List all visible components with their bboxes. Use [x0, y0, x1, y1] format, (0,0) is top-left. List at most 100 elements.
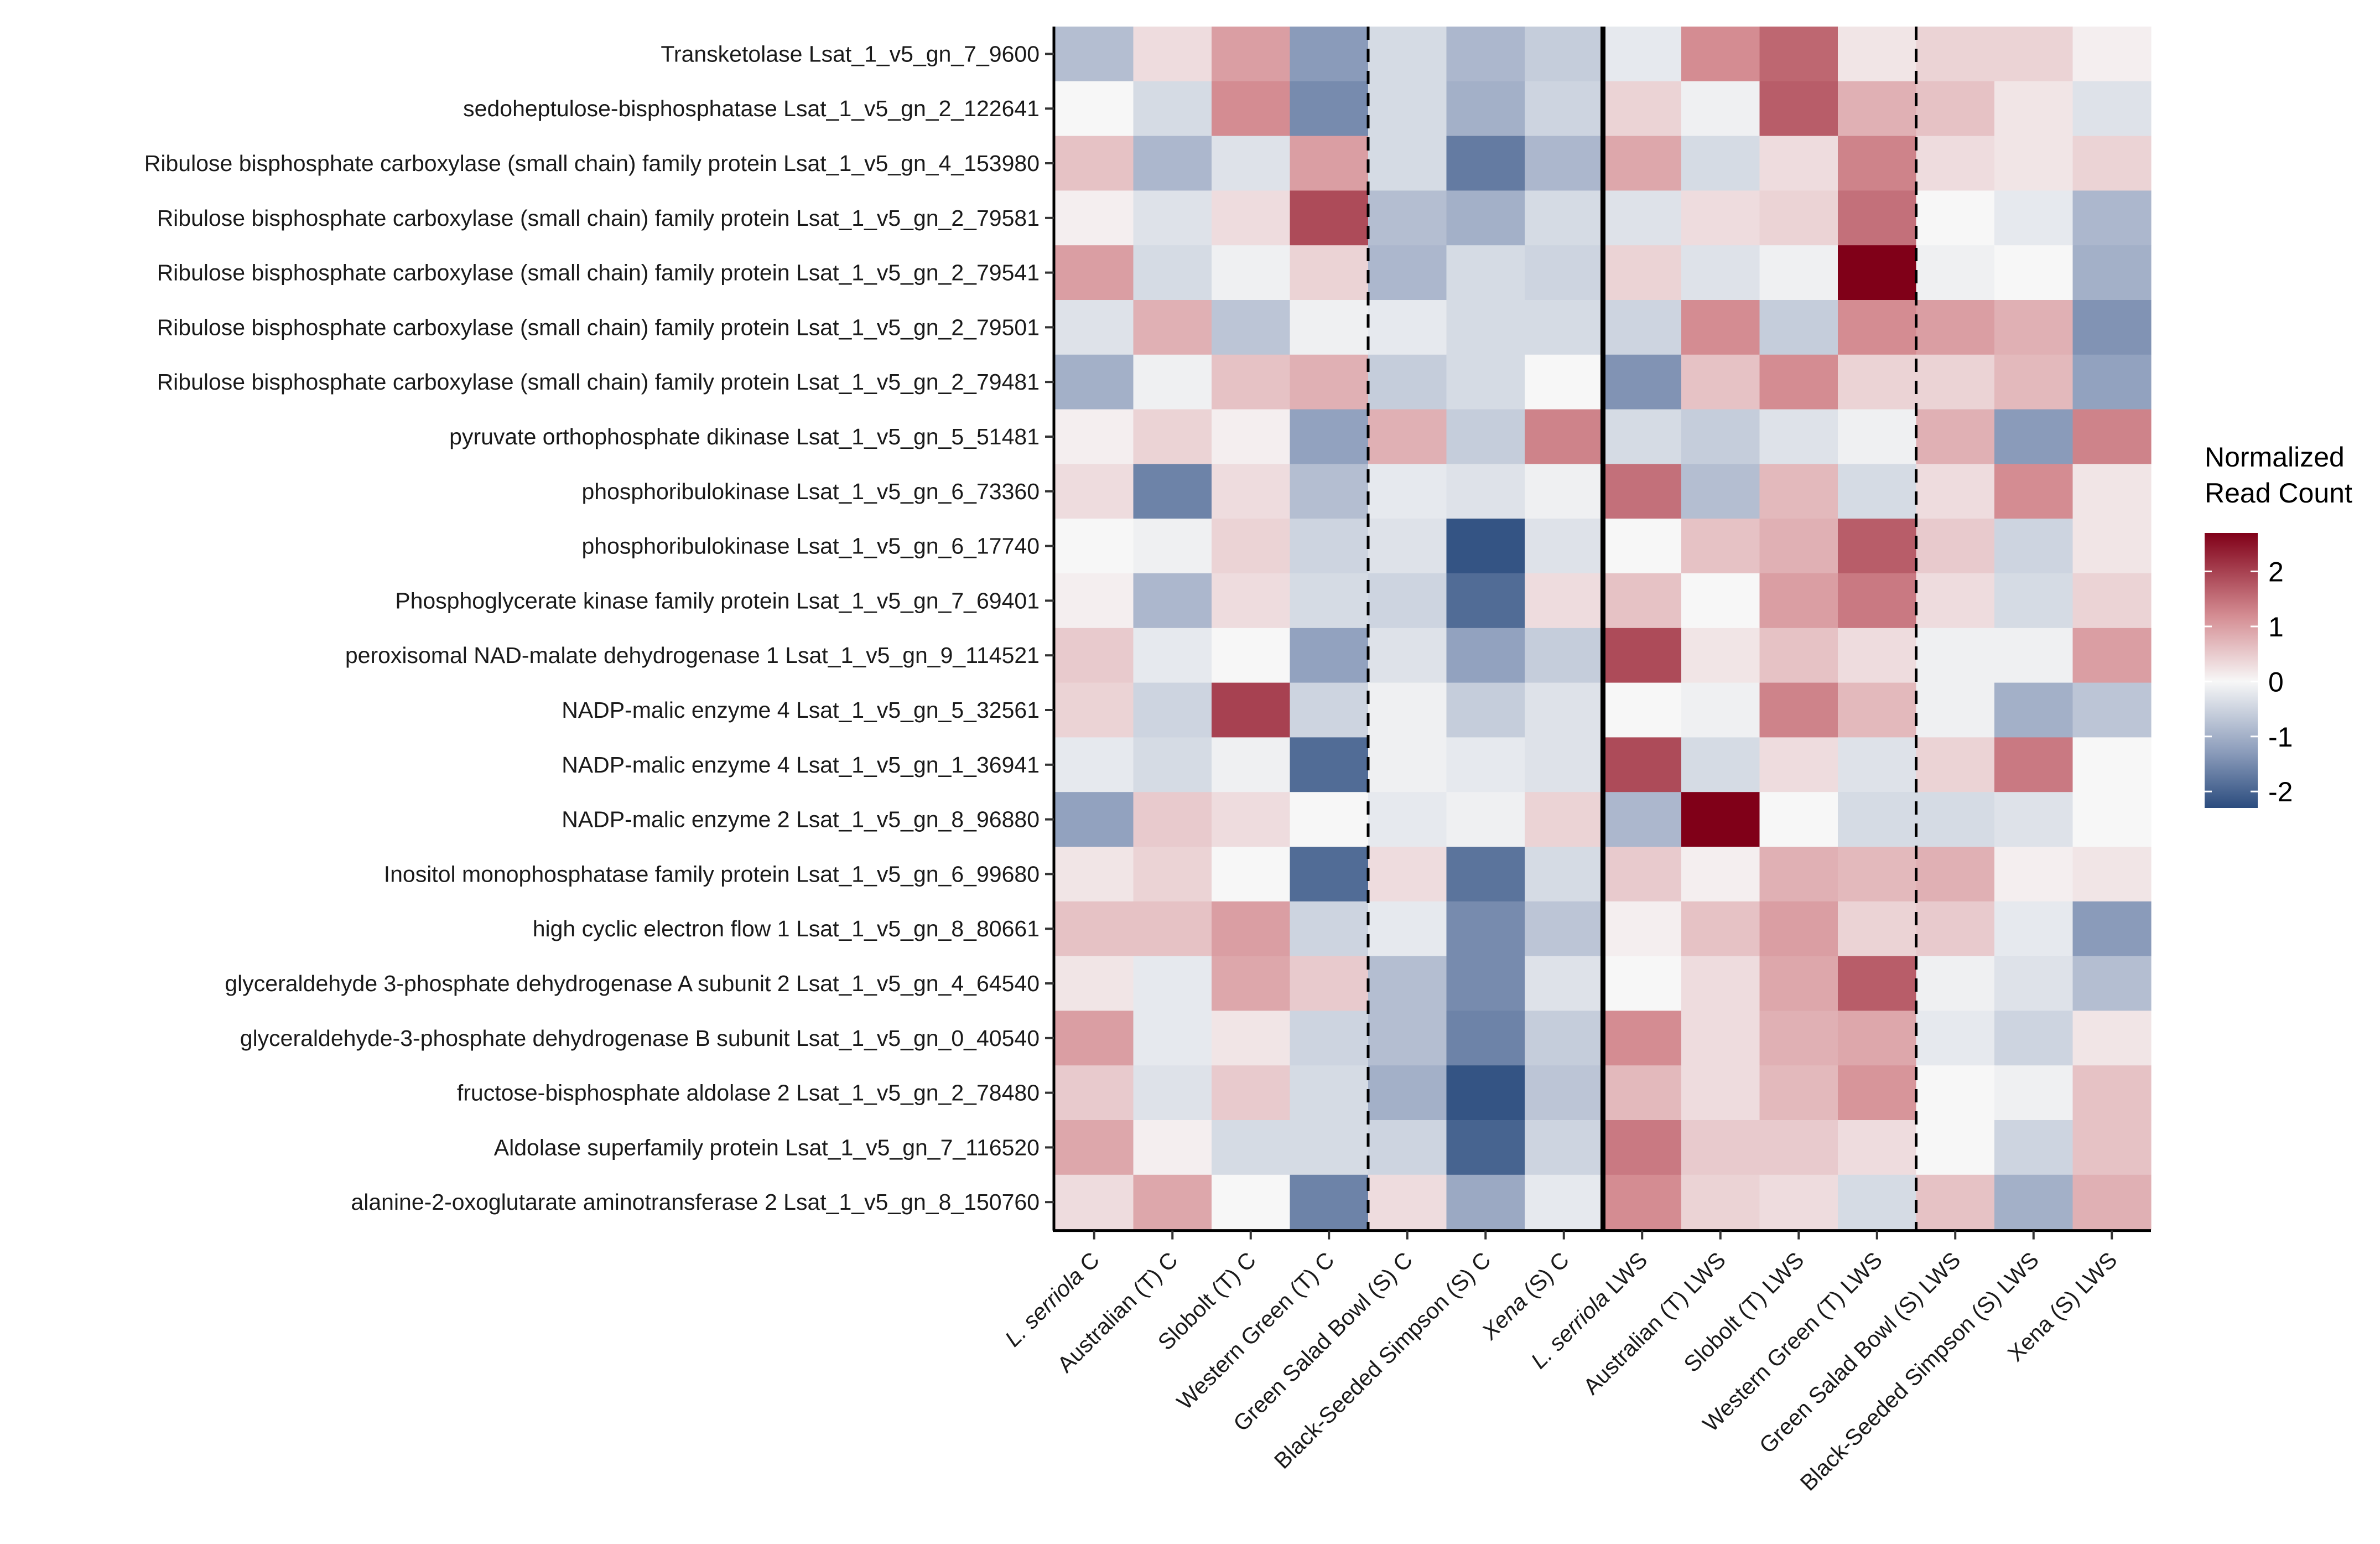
heatmap-cell	[1368, 1011, 1447, 1066]
heatmap-cell	[1290, 519, 1369, 574]
row-label: alanine-2-oxoglutarate aminotransferase …	[351, 1189, 1040, 1215]
heatmap-cell	[1838, 847, 1917, 902]
heatmap-cell	[1838, 409, 1917, 464]
heatmap-cell	[1055, 737, 1134, 792]
heatmap-cell	[1759, 628, 1838, 683]
heatmap-cell	[1212, 573, 1291, 629]
heatmap-cell	[1055, 81, 1134, 137]
heatmap-cell	[1055, 1065, 1134, 1121]
heatmap-cell	[1838, 245, 1917, 300]
row-label: phosphoribulokinase Lsat_1_v5_gn_6_17740	[581, 533, 1040, 559]
heatmap-cell	[1681, 519, 1760, 574]
heatmap-cell	[1916, 628, 1995, 683]
heatmap-cell	[1446, 682, 1525, 738]
heatmap-cell	[1212, 1174, 1291, 1230]
heatmap-cell	[1055, 956, 1134, 1011]
row-label: glyceraldehyde-3-phosphate dehydrogenase…	[240, 1025, 1040, 1051]
heatmap-cell	[1290, 1011, 1369, 1066]
heatmap-cell	[1759, 409, 1838, 464]
heatmap-cell	[1446, 1174, 1525, 1230]
heatmap-cell	[1994, 409, 2074, 464]
heatmap-cell	[1838, 27, 1917, 82]
heatmap-cell	[1838, 1174, 1917, 1230]
heatmap-cell	[1055, 27, 1134, 82]
heatmap-cell	[1055, 136, 1134, 191]
heatmap-cell	[1055, 354, 1134, 410]
heatmap-cell	[1916, 573, 1995, 629]
heatmap-cell	[1133, 1011, 1212, 1066]
heatmap-cell	[1838, 1011, 1917, 1066]
heatmap-cell	[1994, 847, 2074, 902]
heatmap-cell	[1603, 300, 1682, 355]
heatmap-cell	[1916, 464, 1995, 519]
heatmap-cell	[1290, 1065, 1369, 1121]
heatmap-cell	[1838, 792, 1917, 847]
heatmap-cell	[1994, 27, 2074, 82]
heatmap-cell	[1290, 136, 1369, 191]
heatmap-cell	[1994, 1065, 2074, 1121]
heatmap-cell	[1212, 956, 1291, 1011]
heatmap-cell	[1838, 682, 1917, 738]
heatmap-cell	[1368, 682, 1447, 738]
heatmap-cell	[1916, 354, 1995, 410]
row-label: Transketolase Lsat_1_v5_gn_7_9600	[661, 41, 1040, 66]
heatmap-cell	[1212, 354, 1291, 410]
heatmap-cell	[1681, 901, 1760, 957]
heatmap-cell	[1525, 956, 1604, 1011]
row-label: glyceraldehyde 3-phosphate dehydrogenase…	[225, 971, 1040, 996]
legend-tick-label: -1	[2268, 722, 2293, 753]
heatmap-cell	[1603, 27, 1682, 82]
heatmap-cell	[1759, 792, 1838, 847]
heatmap-cell	[1446, 27, 1525, 82]
heatmap-cell	[2072, 245, 2152, 300]
axes	[1045, 27, 2151, 1240]
heatmap-cell	[1994, 573, 2074, 629]
heatmap-cell	[1994, 792, 2074, 847]
heatmap-cell	[1916, 1011, 1995, 1066]
heatmap-cell	[1368, 956, 1447, 1011]
heatmap-cell	[1994, 464, 2074, 519]
heatmap-cell	[1681, 847, 1760, 902]
heatmap-cell	[2072, 682, 2152, 738]
heatmap-cell	[1759, 1011, 1838, 1066]
heatmap-cell	[1133, 1065, 1212, 1121]
heatmap-cell	[1838, 300, 1917, 355]
heatmap-cell	[1525, 409, 1604, 464]
heatmap-cell	[1290, 81, 1369, 137]
heatmap-cell	[1290, 847, 1369, 902]
heatmap-cell	[1759, 354, 1838, 410]
heatmap-cell	[1133, 354, 1212, 410]
heatmap-cell	[1446, 81, 1525, 137]
heatmap-cell	[1212, 847, 1291, 902]
heatmap-cell	[1133, 737, 1212, 792]
heatmap-cell	[1525, 628, 1604, 683]
heatmap-cell	[1212, 190, 1291, 246]
legend-title-line-2: Read Count	[2205, 478, 2352, 509]
heatmap-cell	[1759, 245, 1838, 300]
heatmap-cell	[1994, 190, 2074, 246]
heatmap-cell	[1368, 628, 1447, 683]
heatmap-cell	[1681, 1065, 1760, 1121]
heatmap-cell	[1055, 300, 1134, 355]
heatmap-cell	[2072, 1065, 2152, 1121]
heatmap-cell	[1212, 1065, 1291, 1121]
heatmap-cell	[1368, 409, 1447, 464]
heatmap-cell	[1446, 464, 1525, 519]
heatmap-cell	[1446, 847, 1525, 902]
heatmap-cell	[1290, 628, 1369, 683]
heatmap-cell	[1133, 628, 1212, 683]
heatmap-cell	[1759, 81, 1838, 137]
heatmap-cell	[1368, 737, 1447, 792]
heatmap-cell	[1759, 1174, 1838, 1230]
heatmap-cell	[1290, 573, 1369, 629]
heatmap-cell	[1759, 136, 1838, 191]
heatmap-cell	[1525, 519, 1604, 574]
row-labels: Transketolase Lsat_1_v5_gn_7_9600sedohep…	[144, 41, 1040, 1215]
group-separators	[1366, 27, 1917, 1230]
heatmap-cell	[1446, 573, 1525, 629]
heatmap-cell	[1133, 1174, 1212, 1230]
row-label: peroxisomal NAD-malate dehydrogenase 1 L…	[345, 643, 1040, 668]
heatmap-cell	[1916, 956, 1995, 1011]
heatmap-cell	[1603, 901, 1682, 957]
